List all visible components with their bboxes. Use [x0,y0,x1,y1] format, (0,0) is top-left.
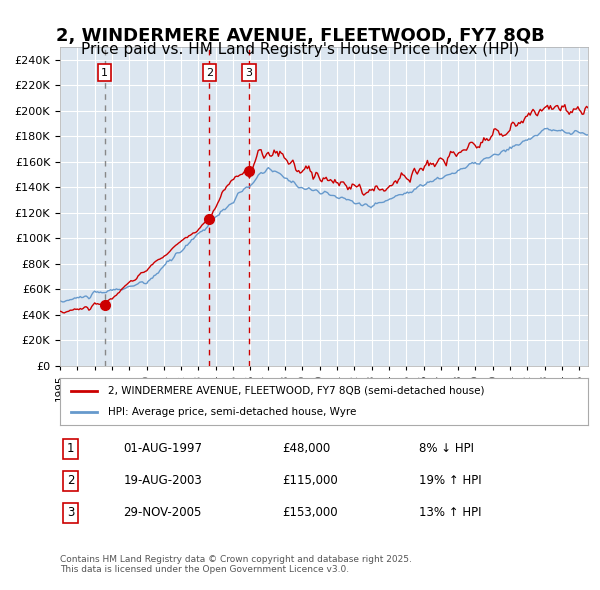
Text: 3: 3 [245,68,253,78]
Text: 1: 1 [67,442,74,455]
Text: 3: 3 [67,506,74,519]
Text: Price paid vs. HM Land Registry's House Price Index (HPI): Price paid vs. HM Land Registry's House … [81,42,519,57]
Text: Contains HM Land Registry data © Crown copyright and database right 2025.
This d: Contains HM Land Registry data © Crown c… [60,555,412,574]
Text: 2: 2 [206,68,213,78]
Text: HPI: Average price, semi-detached house, Wyre: HPI: Average price, semi-detached house,… [107,407,356,417]
Text: 2, WINDERMERE AVENUE, FLEETWOOD, FY7 8QB: 2, WINDERMERE AVENUE, FLEETWOOD, FY7 8QB [56,27,544,45]
Text: 2: 2 [67,474,74,487]
Text: 1: 1 [101,68,108,78]
Text: 2, WINDERMERE AVENUE, FLEETWOOD, FY7 8QB (semi-detached house): 2, WINDERMERE AVENUE, FLEETWOOD, FY7 8QB… [107,386,484,396]
Text: £115,000: £115,000 [282,474,338,487]
Text: 8% ↓ HPI: 8% ↓ HPI [419,442,474,455]
Text: 19% ↑ HPI: 19% ↑ HPI [419,474,482,487]
Text: 29-NOV-2005: 29-NOV-2005 [124,506,202,519]
Text: 13% ↑ HPI: 13% ↑ HPI [419,506,482,519]
Text: 19-AUG-2003: 19-AUG-2003 [124,474,202,487]
Text: £48,000: £48,000 [282,442,330,455]
Text: £153,000: £153,000 [282,506,337,519]
Text: 01-AUG-1997: 01-AUG-1997 [124,442,202,455]
